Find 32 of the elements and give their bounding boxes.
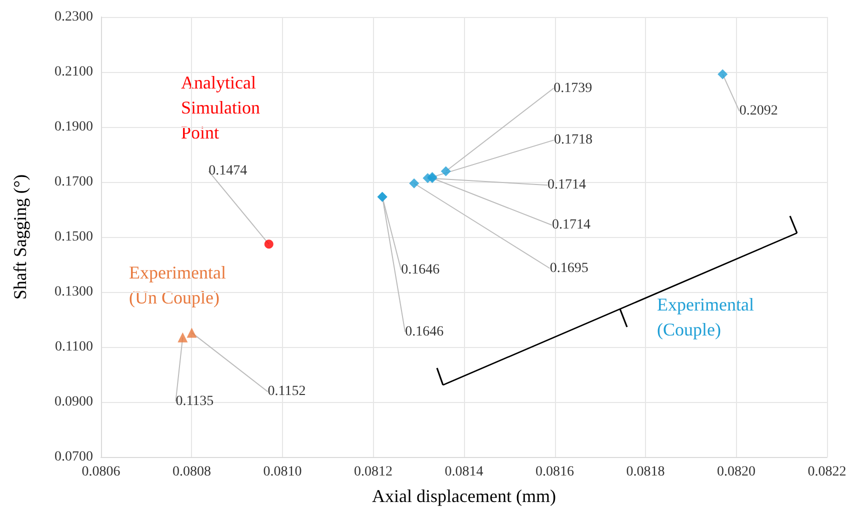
x-tick-label: 0.0818 <box>626 464 665 480</box>
x-tick-label: 0.0808 <box>172 464 211 480</box>
y-tick-label: 0.2100 <box>54 64 93 80</box>
annotation: 0.1135 <box>176 394 214 409</box>
annotation: 0.1474 <box>208 164 248 179</box>
x-tick-label: 0.0812 <box>354 464 392 480</box>
x-tick-label: 0.0820 <box>717 464 756 480</box>
y-axis-title: Shaft Sagging (°) <box>10 174 30 300</box>
y-tick-label: 0.0700 <box>54 450 93 464</box>
annotation: 0.1739 <box>554 80 592 96</box>
annotation: 0.1646 <box>405 324 444 340</box>
annotation: 0.1714 <box>552 218 590 233</box>
annotation: 0.1646 <box>401 262 440 278</box>
x-tick-label: 0.0816 <box>536 464 574 480</box>
x-tick-label: 0.0814 <box>444 464 484 480</box>
x-axis-title: Axial displacement (mm) <box>372 486 556 506</box>
annotation: 0.1718 <box>554 132 592 148</box>
y-tick-label: 0.0900 <box>54 394 93 410</box>
annotation: 0.1152 <box>268 384 306 400</box>
y-tick-label: 0.1500 <box>54 230 93 244</box>
y-tick-label: 0.2300 <box>54 10 93 24</box>
text: Experimental (Couple) <box>657 294 758 340</box>
annotation: 0.1695 <box>550 260 588 276</box>
annotation: 0.1714 <box>547 178 586 193</box>
y-tick-label: 0.1300 <box>54 284 93 300</box>
annotation: 0.2092 <box>739 104 778 119</box>
y-tick-label: 0.1900 <box>54 120 93 134</box>
y-tick-label: 0.1700 <box>54 174 93 190</box>
x-tick-label: 0.0810 <box>263 464 302 480</box>
x-tick-label: 0.0806 <box>82 464 120 480</box>
y-tick-label: 0.1100 <box>55 340 93 354</box>
x-tick-label: 0.0822 <box>808 464 846 480</box>
